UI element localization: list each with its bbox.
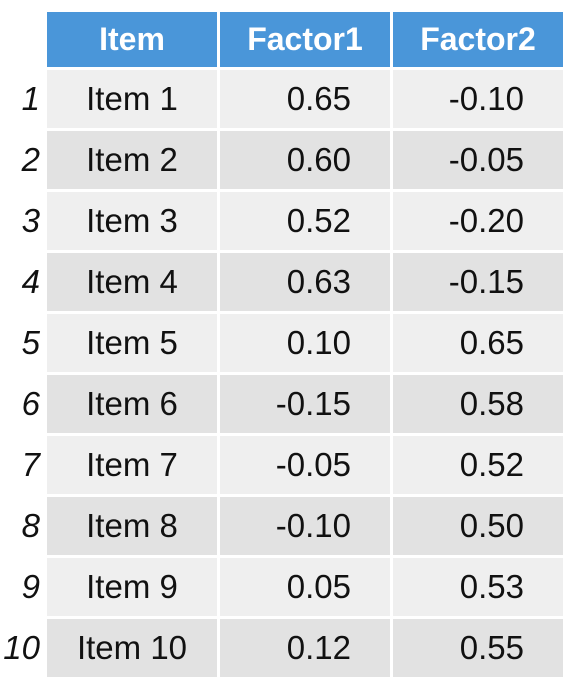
factor1-cell: 0.10 [220, 314, 390, 372]
factor2-value: -0.05 [448, 141, 524, 178]
row-index: 1 [0, 70, 44, 128]
factor2-value: 0.53 [459, 568, 524, 605]
item-cell: Item 10 [47, 619, 217, 677]
factor1-cell: -0.15 [220, 375, 390, 433]
row-index: 4 [0, 253, 44, 311]
table-row: 2 Item 2 0.60 -0.05 [0, 131, 563, 189]
factor1-value: 0.60 [286, 141, 351, 178]
factor2-cell: 0.53 [393, 558, 563, 616]
item-cell: Item 9 [47, 558, 217, 616]
item-cell: Item 3 [47, 192, 217, 250]
data-table: Item Factor1 Factor2 1 Item 1 0.65 -0.10 2 It… [0, 9, 566, 680]
factor2-cell: -0.05 [393, 131, 563, 189]
row-index: 5 [0, 314, 44, 372]
item-cell: Item 5 [47, 314, 217, 372]
factor2-cell: 0.55 [393, 619, 563, 677]
row-index: 9 [0, 558, 44, 616]
row-index: 3 [0, 192, 44, 250]
header-item: Item [47, 12, 217, 67]
factor1-value: -0.15 [275, 385, 351, 422]
row-index: 6 [0, 375, 44, 433]
factor1-value: 0.05 [286, 568, 351, 605]
factor1-cell: 0.05 [220, 558, 390, 616]
factor2-value: -0.10 [448, 80, 524, 117]
factor2-value: 0.52 [459, 446, 524, 483]
factor1-value: 0.52 [286, 202, 351, 239]
header-factor1: Factor1 [220, 12, 390, 67]
factor1-cell: 0.52 [220, 192, 390, 250]
factor2-value: 0.55 [459, 629, 524, 666]
factor2-cell: -0.20 [393, 192, 563, 250]
factor2-value: -0.20 [448, 202, 524, 239]
factor2-cell: 0.50 [393, 497, 563, 555]
factor2-cell: 0.52 [393, 436, 563, 494]
row-index: 2 [0, 131, 44, 189]
factor1-cell: -0.05 [220, 436, 390, 494]
table-row: 5 Item 5 0.10 0.65 [0, 314, 563, 372]
row-index: 10 [0, 619, 44, 677]
header-row: Item Factor1 Factor2 [0, 12, 563, 67]
factor2-value: 0.65 [459, 324, 524, 361]
factor1-cell: 0.12 [220, 619, 390, 677]
header-corner [0, 12, 44, 67]
table-row: 8 Item 8 -0.10 0.50 [0, 497, 563, 555]
row-index: 7 [0, 436, 44, 494]
header-factor2: Factor2 [393, 12, 563, 67]
factor1-value: 0.65 [286, 80, 351, 117]
table-row: 3 Item 3 0.52 -0.20 [0, 192, 563, 250]
table-row: 9 Item 9 0.05 0.53 [0, 558, 563, 616]
factor1-cell: 0.60 [220, 131, 390, 189]
factor1-value: -0.10 [275, 507, 351, 544]
table-row: 6 Item 6 -0.15 0.58 [0, 375, 563, 433]
factor2-cell: 0.65 [393, 314, 563, 372]
table-row: 10 Item 10 0.12 0.55 [0, 619, 563, 677]
table-body: 1 Item 1 0.65 -0.10 2 Item 2 0.60 -0.05 3 Item 3 0… [0, 70, 563, 677]
item-cell: Item 6 [47, 375, 217, 433]
factor2-cell: 0.58 [393, 375, 563, 433]
factor1-value: 0.10 [286, 324, 351, 361]
table-row: 4 Item 4 0.63 -0.15 [0, 253, 563, 311]
factor1-value: -0.05 [275, 446, 351, 483]
factor2-cell: -0.15 [393, 253, 563, 311]
table-row: 1 Item 1 0.65 -0.10 [0, 70, 563, 128]
factor1-value: 0.63 [286, 263, 351, 300]
item-cell: Item 7 [47, 436, 217, 494]
factor1-value: 0.12 [286, 629, 351, 666]
item-cell: Item 4 [47, 253, 217, 311]
factor1-cell: 0.63 [220, 253, 390, 311]
factor1-cell: 0.65 [220, 70, 390, 128]
factor2-cell: -0.10 [393, 70, 563, 128]
factor1-cell: -0.10 [220, 497, 390, 555]
item-cell: Item 8 [47, 497, 217, 555]
item-cell: Item 1 [47, 70, 217, 128]
item-cell: Item 2 [47, 131, 217, 189]
factor2-value: 0.50 [459, 507, 524, 544]
factor2-value: 0.58 [459, 385, 524, 422]
factor2-value: -0.15 [448, 263, 524, 300]
row-index: 8 [0, 497, 44, 555]
table-row: 7 Item 7 -0.05 0.52 [0, 436, 563, 494]
